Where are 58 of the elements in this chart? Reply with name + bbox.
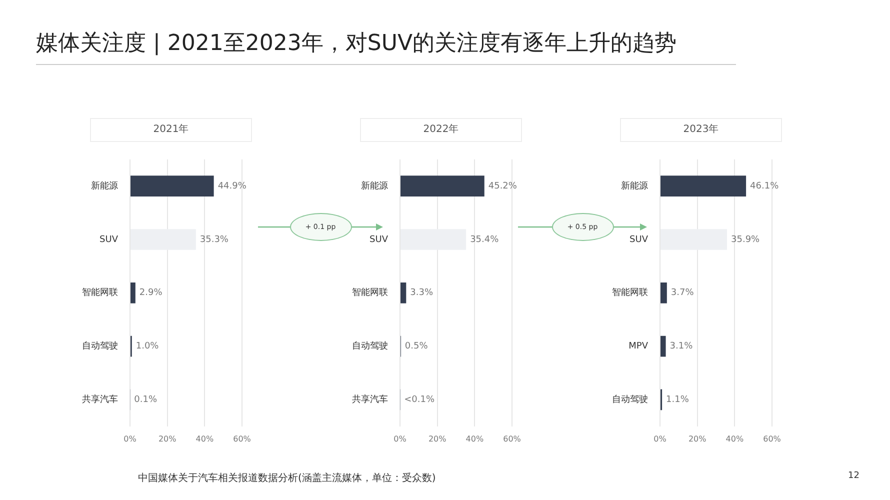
y-tick-label: 新能源 bbox=[361, 180, 388, 192]
data-label: 45.2% bbox=[488, 181, 518, 192]
y-tick-label: 智能网联 bbox=[82, 287, 118, 298]
bar bbox=[400, 282, 406, 304]
x-tick-label: 60% bbox=[233, 434, 252, 444]
y-tick-label: 自动驾驶 bbox=[612, 394, 648, 406]
data-label: 35.3% bbox=[200, 234, 229, 245]
y-tick-label: 新能源 bbox=[91, 180, 118, 192]
x-tick-label: 40% bbox=[196, 434, 214, 444]
y-tick-label: 智能网联 bbox=[612, 287, 648, 298]
data-label: 0.1% bbox=[134, 395, 158, 406]
x-tick-label: 0% bbox=[654, 434, 667, 444]
x-tick-label: 20% bbox=[688, 434, 707, 444]
chart-title: 2022年 bbox=[360, 118, 522, 142]
y-tick-label: 自动驾驶 bbox=[82, 340, 118, 352]
data-label: 0.5% bbox=[404, 342, 428, 352]
x-tick-label: 20% bbox=[158, 434, 177, 444]
y-tick-label: 新能源 bbox=[621, 180, 648, 192]
bar bbox=[130, 282, 136, 304]
bar bbox=[130, 176, 214, 197]
x-tick-label: 20% bbox=[428, 434, 447, 444]
data-label: 2.9% bbox=[139, 288, 163, 298]
data-label: 35.4% bbox=[470, 234, 500, 245]
chart-title: 2021年 bbox=[90, 118, 252, 142]
data-label: <0.1% bbox=[404, 395, 435, 406]
bar bbox=[660, 282, 667, 304]
data-label: 3.7% bbox=[670, 288, 694, 298]
bar bbox=[660, 336, 666, 357]
y-tick-label: 共享汽车 bbox=[82, 394, 118, 406]
y-tick-label: MPV bbox=[628, 342, 649, 352]
x-tick-label: 60% bbox=[503, 434, 522, 444]
data-label: 3.1% bbox=[670, 342, 694, 352]
y-tick-label: SUV bbox=[100, 234, 119, 245]
data-label: 46.1% bbox=[750, 181, 780, 192]
x-tick-label: 0% bbox=[124, 434, 137, 444]
bar bbox=[130, 229, 196, 250]
data-label: 44.9% bbox=[218, 181, 247, 192]
x-tick-label: 40% bbox=[466, 434, 484, 444]
data-label: 1.1% bbox=[666, 395, 690, 406]
x-tick-label: 60% bbox=[763, 434, 782, 444]
y-tick-label: 智能网联 bbox=[352, 287, 388, 298]
chart-title: 2023年 bbox=[620, 118, 782, 142]
y-tick-label: SUV bbox=[370, 234, 389, 245]
text: 媒体关注度 | 2021至2023年，对SUV的关注度有逐年上升的趋势 bbox=[36, 30, 676, 58]
y-tick-label: 自动驾驶 bbox=[352, 340, 388, 352]
text: 中国媒体关于汽车相关报道数据分析(涵盖主流媒体，单位：受众数) bbox=[138, 472, 436, 485]
x-tick-label: 40% bbox=[726, 434, 744, 444]
bar bbox=[660, 176, 746, 197]
bar bbox=[660, 229, 728, 250]
data-label: 35.9% bbox=[731, 234, 760, 245]
bar bbox=[400, 229, 466, 250]
y-tick-label: 共享汽车 bbox=[352, 394, 388, 406]
y-tick-label: SUV bbox=[630, 234, 649, 245]
bar bbox=[400, 176, 484, 197]
data-label: 1.0% bbox=[136, 342, 160, 352]
data-label: 3.3% bbox=[410, 288, 434, 298]
text: 12 bbox=[848, 471, 860, 481]
x-tick-label: 0% bbox=[394, 434, 407, 444]
